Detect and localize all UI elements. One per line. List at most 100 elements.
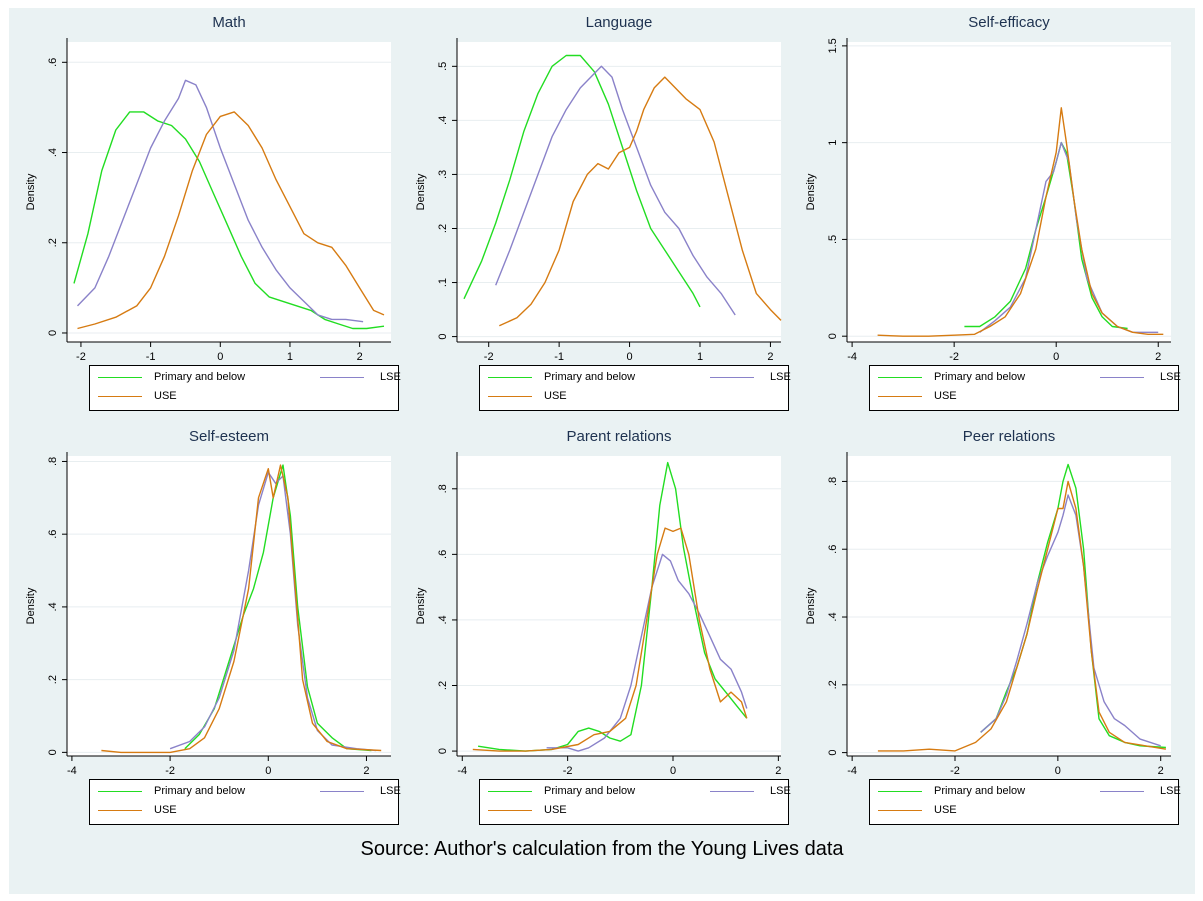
x-tick-label: -2 [949,351,959,363]
legend-label: Primary and below [544,371,636,383]
legend-swatch [878,791,922,792]
x-tick-label: 1 [287,351,293,363]
legend: Primary and below LSE USE [89,365,401,411]
chart-title: Peer relations [962,428,1056,445]
legend-swatch [878,396,922,397]
legend: Primary and below LSE USE [479,365,791,411]
legend-swatch [98,810,142,811]
x-tick-label: 0 [217,351,223,363]
legend-item-lse: LSE [870,371,1181,385]
x-tick-label: -4 [847,351,857,363]
legend-label: LSE [380,371,401,383]
figure: Math Density 0.2.4.6 -2 -1 0 1 2 Primary and bel… [9,8,1195,894]
series-line-primary [477,461,748,752]
y-tick-label: .2 [437,224,449,233]
y-tick-label: .6 [437,550,449,559]
y-tick-label: .6 [827,545,839,554]
legend-swatch [1100,377,1144,378]
density-plot: 0 .1 .2 .3 .4 .5 -2 -1 0 1 2 [437,38,782,363]
series-line-lse [495,65,736,316]
legend-swatch [98,377,142,378]
y-tick-label: .8 [827,477,839,486]
x-tick-label: 2 [767,351,773,363]
y-tick-label: 0 [827,750,839,756]
y-tick-label: .4 [47,602,59,611]
legend-label: USE [154,804,177,816]
series-line-use [499,76,782,327]
legend-label: USE [544,804,567,816]
chart-panel: Language Density 0.1.2.3.4.5 -2 -1 0 1 2 Primary… [399,8,791,411]
legend: Primary and below LSE USE [869,779,1181,825]
x-tick-label: 2 [357,351,363,363]
y-tick-label: .4 [827,612,839,621]
series-line-primary [184,464,372,752]
legend-label: USE [934,804,957,816]
x-tick-label: 2 [1158,765,1164,777]
plot-area [67,456,391,756]
legend-label: Primary and below [544,785,636,797]
legend-item-use: USE [480,804,790,818]
density-plot: 0 .2 .4 .6 -2 -1 0 1 2 [47,38,391,363]
x-tick-label: 0 [1053,351,1059,363]
legend: Primary and below LSE USE [869,365,1181,411]
x-tick-label: -4 [847,765,857,777]
y-tick-label: 1.5 [827,38,839,53]
plot-area [847,456,1171,756]
legend-item-primary: Primary and below [90,371,400,385]
legend-item-lse: LSE [480,371,791,385]
legend-item-primary: Primary and below [480,371,790,385]
y-tick-label: .3 [437,170,449,179]
legend-item-lse: LSE [480,785,791,799]
legend-label: LSE [1160,785,1181,797]
series-line-primary [463,54,701,308]
series-line-use [472,527,748,752]
chart-title: Language [585,14,653,31]
legend-swatch [488,377,532,378]
y-tick-label: .5 [437,62,449,71]
chart-panel: Parent relations Density 0.2.4.6.8 -4 -2 0 2 Pr… [399,422,791,825]
series-line-lse [169,471,377,752]
x-tick-label: -4 [457,765,467,777]
y-tick-label: .8 [47,457,59,466]
y-tick-label: .4 [437,615,449,624]
series-line-use [877,480,1167,752]
legend-swatch [98,396,142,397]
series-line-lse [980,494,1161,747]
legend-item-use: USE [870,390,1180,404]
chart-panel: Math Density 0.2.4.6 -2 -1 0 1 2 Primary and bel… [9,8,401,411]
density-plot: 0 .2 .4 .6 .8 -4 -2 0 2 [47,452,391,777]
density-plot: 0 .2 .4 .6 .8 -4 -2 0 2 [437,452,781,777]
y-tick-label: .4 [47,148,59,157]
chart-title: Math [212,14,246,31]
series-line-use [877,107,1164,337]
chart-title: Self-esteem [188,428,270,445]
y-tick-label: .2 [47,238,59,247]
y-tick-label: .1 [437,278,449,287]
x-tick-label: -1 [554,351,564,363]
x-tick-label: -2 [484,351,494,363]
chart-title: Parent relations [566,428,672,445]
legend-item-use: USE [480,390,790,404]
legend-label: LSE [1160,371,1181,383]
plot-area [67,42,391,342]
chart-panel: Peer relations Density 0.2.4.6.8 -4 -2 0 2 Prim… [789,422,1181,825]
y-tick-label: .6 [47,530,59,539]
x-tick-label: 0 [627,351,633,363]
legend-label: Primary and below [154,371,246,383]
x-tick-label: 2 [775,765,781,777]
legend-label: USE [544,390,567,402]
legend-item-use: USE [90,804,400,818]
chart-panel: Self-esteem Density 0.2.4.6.8 -4 -2 0 2 Primary… [9,422,401,825]
x-tick-label: -2 [950,765,960,777]
legend: Primary and below LSE USE [89,779,401,825]
legend-label: LSE [770,785,791,797]
legend-swatch [320,377,364,378]
y-tick-label: .2 [827,680,839,689]
y-tick-label: .8 [437,484,449,493]
x-tick-label: 2 [363,765,369,777]
series-line-primary [964,141,1128,330]
legend: Primary and below LSE USE [479,779,791,825]
source-note: Source: Author's calculation from the Yo… [360,838,844,860]
x-tick-label: -4 [67,765,77,777]
series-line-lse [76,79,364,323]
